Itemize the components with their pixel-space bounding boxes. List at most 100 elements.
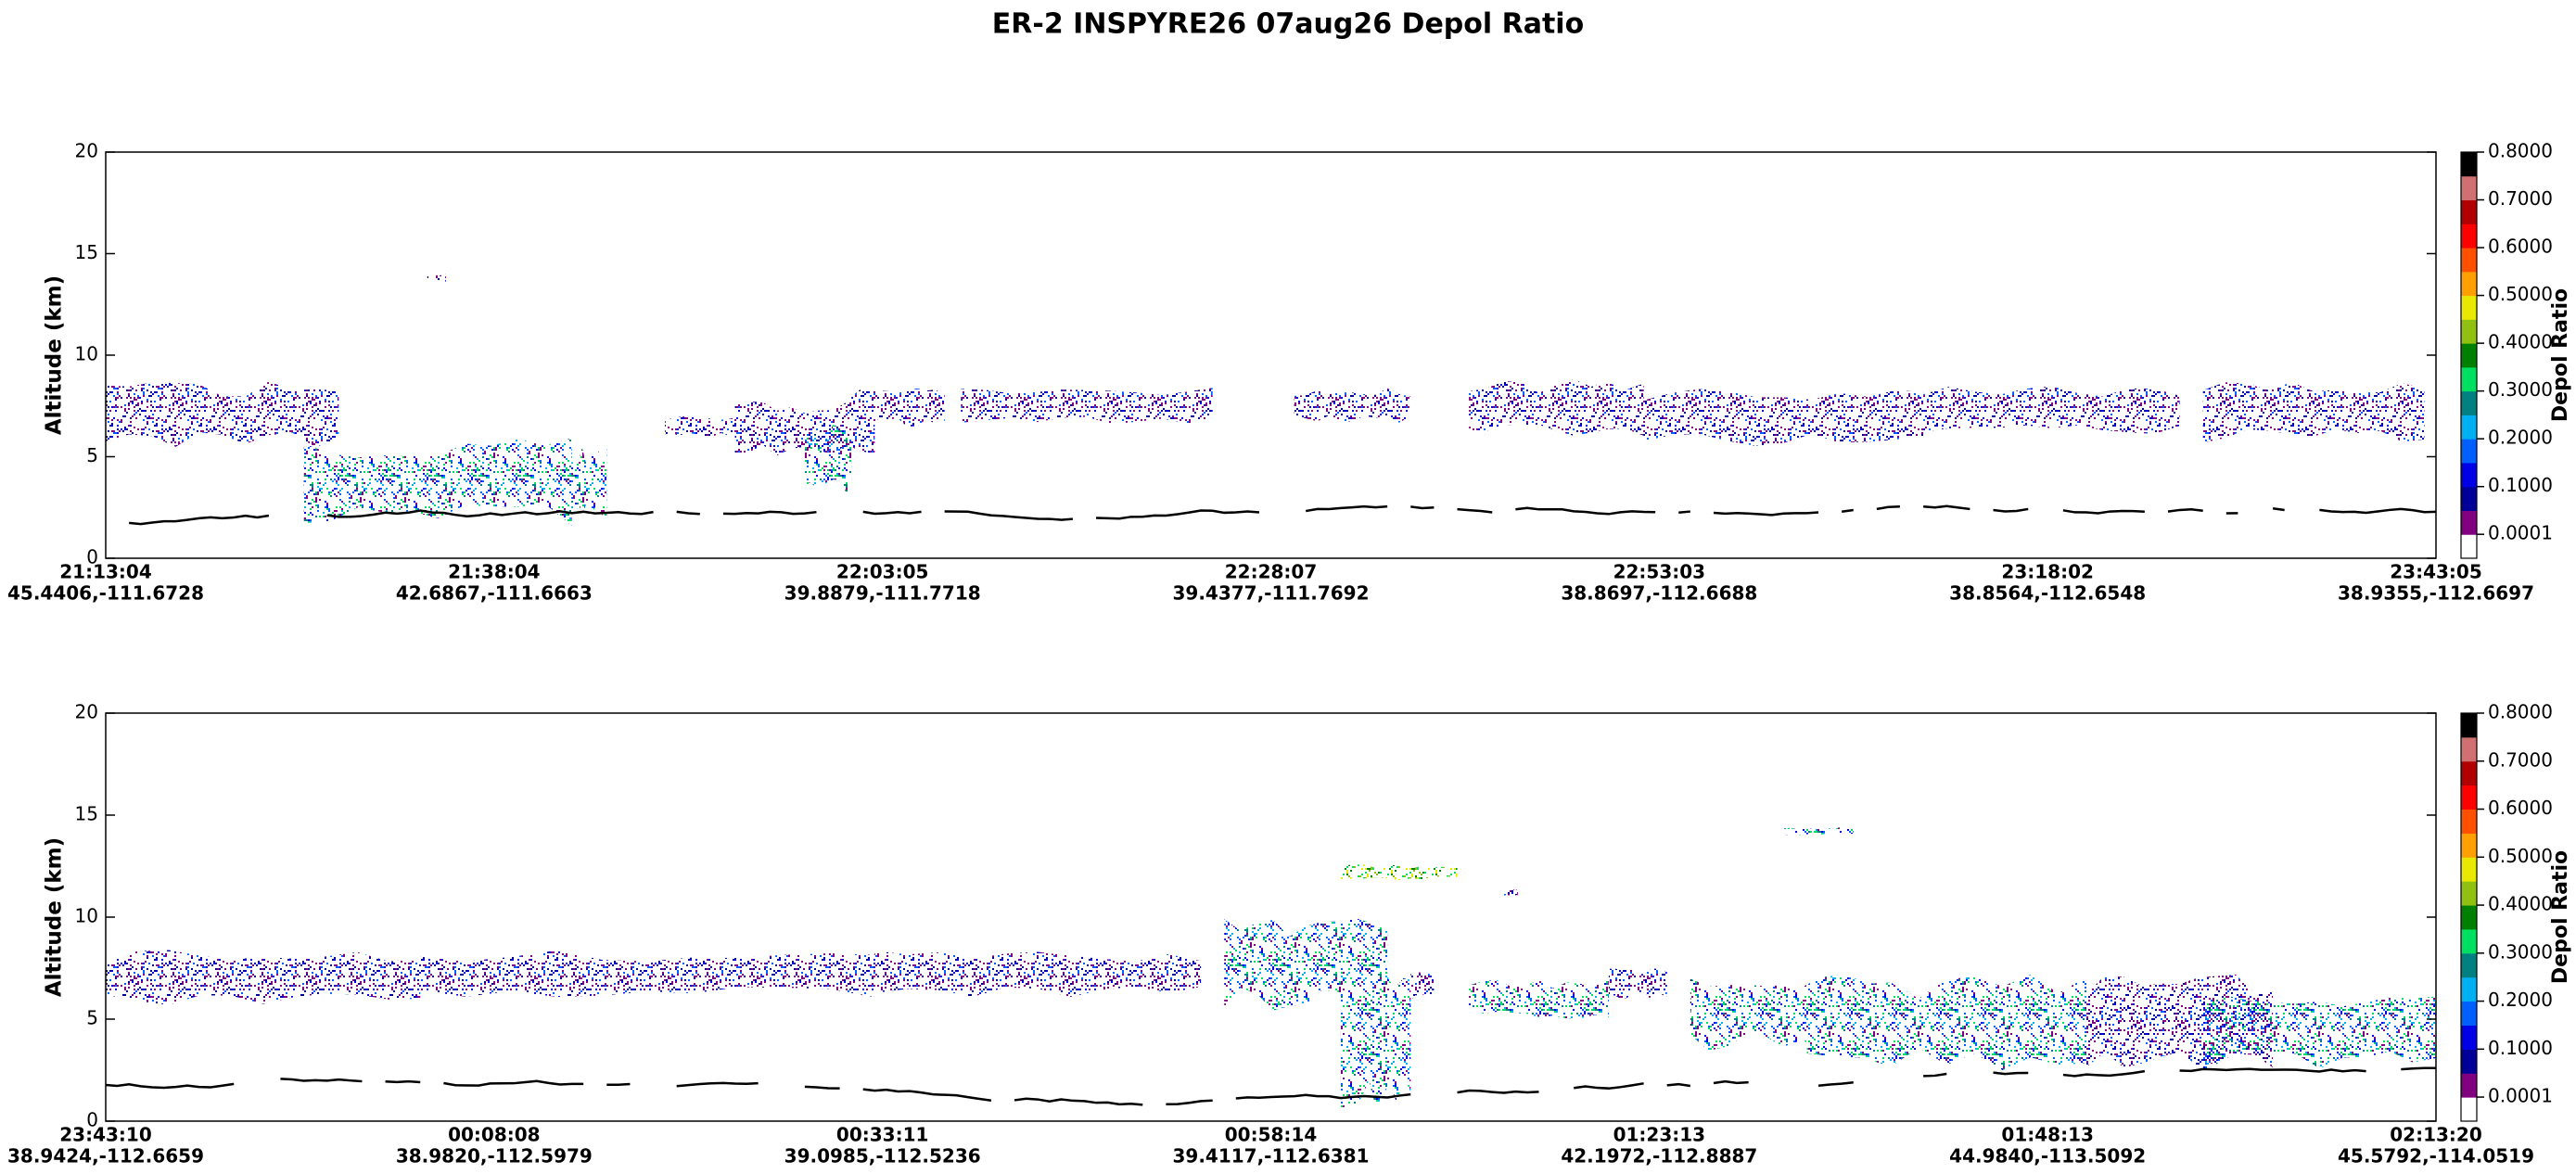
colorbar-segment [2461, 857, 2477, 882]
colorbar-tick-label: 0.2000 [2488, 989, 2553, 1011]
x-tick-sublabel: 38.8697,-112.6688 [1561, 582, 1757, 605]
x-tick-label: 01:48:13 [2001, 1124, 2094, 1146]
x-tick-label: 21:38:04 [448, 561, 541, 583]
x-tick-sublabel: 45.5792,-114.0519 [2338, 1145, 2534, 1168]
y-tick-label: 15 [75, 803, 98, 825]
y-tick-label: 5 [86, 1007, 98, 1029]
colorbar-segment [2461, 510, 2477, 535]
figure-title: ER-2 INSPYRE26 07aug26 Depol Ratio [992, 8, 1584, 41]
colorbar-segment [2461, 713, 2477, 738]
y-axis-label: Altitude (km) [43, 837, 67, 997]
x-tick-sublabel: 39.4377,-111.7692 [1172, 582, 1369, 605]
colorbar-segment [2461, 760, 2477, 786]
colorbar-segment [2461, 1001, 2477, 1026]
colorbar-tick-label: 0.4000 [2488, 331, 2553, 353]
x-tick-sublabel: 38.9424,-112.6659 [7, 1145, 204, 1168]
colorbar-frame [2460, 712, 2478, 1122]
x-tick-sublabel: 38.8564,-112.6548 [1949, 582, 2146, 605]
colorbar-segment [2461, 390, 2477, 415]
y-tick-label: 10 [75, 343, 98, 365]
colorbar-segment [2461, 223, 2477, 249]
colorbar-segment [2461, 199, 2477, 224]
colorbar-tick-label: 0.7000 [2488, 748, 2553, 771]
y-tick-label: 20 [75, 140, 98, 162]
colorbar-segment [2461, 1097, 2477, 1122]
colorbar-segment [2461, 175, 2477, 201]
curtain-image [105, 827, 2436, 1109]
colorbar-tick-label: 0.5000 [2488, 283, 2553, 305]
colorbar-tick-label: 0.1000 [2488, 1037, 2553, 1059]
colorbar-tick-label: 0.2000 [2488, 427, 2553, 449]
x-tick-sublabel: 39.8879,-111.7718 [784, 582, 981, 605]
colorbar-segment [2461, 439, 2477, 464]
colorbar-segment [2461, 833, 2477, 858]
colorbar-label: Depol Ratio [2549, 288, 2572, 422]
colorbar-segment [2461, 809, 2477, 834]
x-tick-label: 00:33:11 [836, 1124, 929, 1146]
colorbar-segment [2461, 248, 2477, 273]
colorbar-tick-label: 0.3000 [2488, 378, 2553, 401]
y-tick-label: 0 [86, 546, 98, 568]
x-tick-label: 01:23:13 [1613, 1124, 1706, 1146]
colorbar-segment [2461, 1073, 2477, 1098]
colorbar-segment [2461, 366, 2477, 392]
x-tick-label: 00:08:08 [448, 1124, 541, 1146]
y-tick-label: 15 [75, 241, 98, 263]
x-tick-sublabel: 39.4117,-112.6381 [1172, 1145, 1369, 1168]
colorbar-segment [2461, 952, 2477, 978]
x-tick-label: 22:53:03 [1613, 561, 1706, 583]
colorbar-tick-label: 0.4000 [2488, 893, 2553, 915]
colorbar-segment [2461, 415, 2477, 440]
colorbar-segment [2461, 928, 2477, 954]
x-tick-label: 22:03:05 [836, 561, 929, 583]
colorbar-segment [2461, 785, 2477, 810]
colorbar-segment [2461, 534, 2477, 559]
colorbar-frame [2460, 151, 2478, 559]
y-tick-label: 20 [75, 701, 98, 723]
y-tick-label: 5 [86, 444, 98, 466]
y-axis-label: Altitude (km) [43, 275, 67, 435]
x-tick-sublabel: 45.4406,-111.6728 [7, 582, 204, 605]
colorbar-tick-label: 0.7000 [2488, 187, 2553, 210]
x-tick-sublabel: 39.0985,-112.5236 [784, 1145, 981, 1168]
colorbar-tick-label: 0.6000 [2488, 236, 2553, 258]
x-tick-label: 02:13:20 [2390, 1124, 2482, 1146]
colorbar-segment [2461, 976, 2477, 1002]
colorbar-segment [2461, 271, 2477, 297]
colorbar-segment [2461, 905, 2477, 930]
curtain-image [106, 274, 2437, 526]
colorbar-segment [2461, 486, 2477, 511]
colorbar-segment [2461, 343, 2477, 368]
x-tick-label: 23:18:02 [2001, 561, 2094, 583]
x-tick-label: 22:28:07 [1225, 561, 1318, 583]
colorbar-label: Depol Ratio [2549, 850, 2572, 984]
x-tick-label: 23:43:10 [59, 1124, 152, 1146]
x-tick-sublabel: 44.9840,-113.5092 [1949, 1145, 2146, 1168]
colorbar-tick-label: 0.0001 [2488, 1085, 2553, 1107]
colorbar-tick-label: 0.1000 [2488, 474, 2553, 496]
x-tick-sublabel: 38.9355,-112.6697 [2338, 582, 2534, 605]
x-tick-label: 21:13:04 [59, 561, 152, 583]
y-tick-label: 0 [86, 1109, 98, 1131]
x-tick-sublabel: 42.1972,-112.8887 [1561, 1145, 1757, 1168]
colorbar-segment [2461, 1049, 2477, 1074]
colorbar-segment [2461, 152, 2477, 177]
colorbar-segment [2461, 736, 2477, 762]
colorbar-segment [2461, 462, 2477, 488]
colorbar-segment [2461, 295, 2477, 320]
colorbar-segment [2461, 319, 2477, 344]
colorbar-tick-label: 0.5000 [2488, 845, 2553, 867]
colorbar-tick-label: 0.6000 [2488, 797, 2553, 819]
colorbar-tick-label: 0.3000 [2488, 940, 2553, 963]
colorbar-segment [2461, 881, 2477, 906]
y-tick-label: 10 [75, 905, 98, 927]
x-tick-sublabel: 42.6867,-111.6663 [396, 582, 593, 605]
colorbar-segment [2461, 1025, 2477, 1050]
x-tick-label: 00:58:14 [1225, 1124, 1318, 1146]
x-tick-label: 23:43:05 [2390, 561, 2482, 583]
x-tick-sublabel: 38.9820,-112.5979 [396, 1145, 593, 1168]
colorbar-tick-label: 0.0001 [2488, 522, 2553, 544]
colorbar-tick-label: 0.8000 [2488, 140, 2553, 162]
